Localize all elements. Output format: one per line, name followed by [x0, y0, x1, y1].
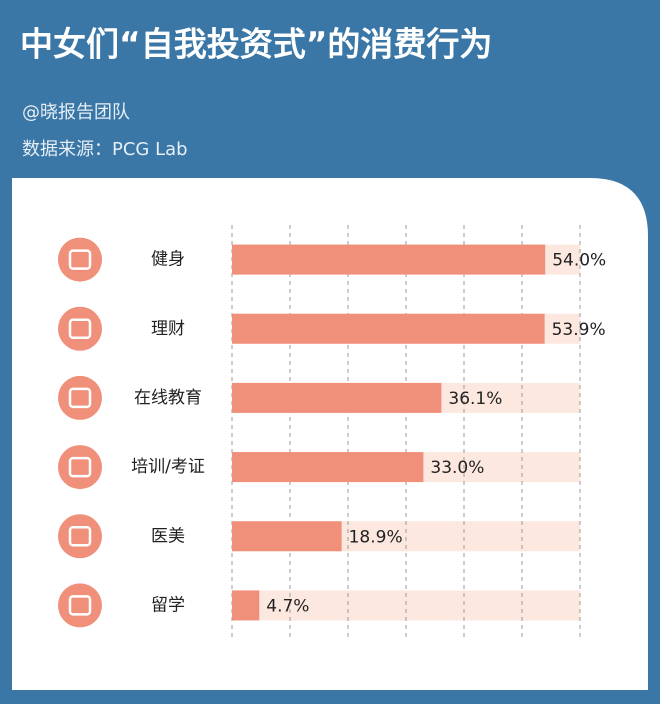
card [12, 178, 648, 690]
author: @晓报告团队 [22, 102, 130, 123]
category-label: 留学 [151, 595, 185, 615]
bar [232, 452, 424, 483]
icon-glyph [68, 526, 92, 547]
category-label: 培训/考证 [131, 457, 205, 477]
category-icon [58, 583, 102, 628]
category-icon [58, 514, 102, 559]
icon-glyph [68, 318, 92, 339]
category-label: 理财 [151, 319, 185, 339]
value-label: 53.9% [552, 320, 606, 340]
category-icon [58, 237, 102, 282]
value-label: 36.1% [448, 389, 502, 409]
source: 数据来源：PCG Lab [22, 139, 188, 160]
value-label: 4.7% [266, 596, 309, 616]
bar [232, 244, 546, 275]
category-icon [58, 375, 102, 420]
icon-glyph [68, 456, 92, 478]
bar [232, 313, 545, 344]
icon-glyph [68, 249, 92, 270]
category-label: 在线教育 [134, 388, 202, 408]
icon-glyph [68, 387, 92, 409]
value-label: 54.0% [552, 251, 606, 271]
bar [232, 382, 442, 413]
value-label: 33.0% [430, 458, 484, 478]
icon-glyph [68, 595, 92, 616]
bar [232, 521, 342, 552]
chart-title: 中女们“自我投资式”的消费行为 [20, 25, 492, 64]
category-icon [58, 445, 102, 490]
category-label: 医美 [151, 526, 185, 546]
category-icon [58, 306, 102, 351]
category-label: 健身 [151, 250, 185, 270]
bar [232, 590, 260, 621]
value-label: 18.9% [349, 527, 403, 547]
